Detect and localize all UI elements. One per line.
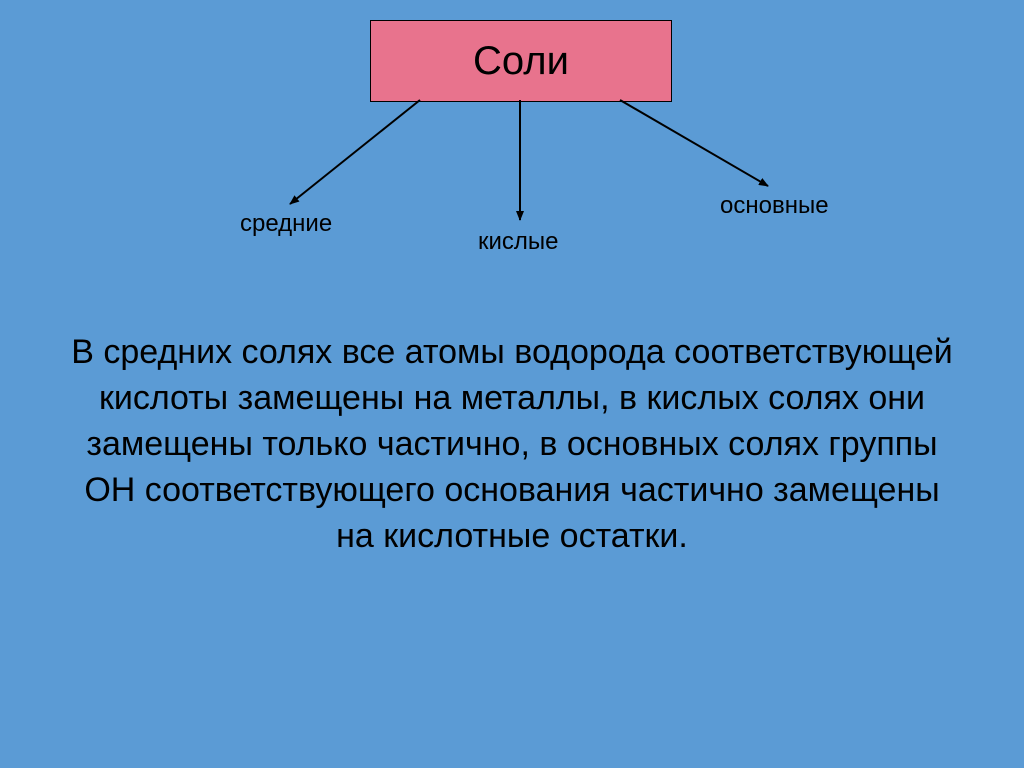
- title-text: Соли: [473, 39, 569, 84]
- branch-label-middle: кислые: [478, 228, 559, 256]
- branch-label-left-text: средние: [240, 210, 332, 237]
- body-paragraph-text: В средних солях все атомы водорода соотв…: [71, 333, 952, 555]
- branch-label-right-text: основные: [720, 192, 829, 219]
- branch-label-right: основные: [720, 192, 829, 220]
- slide: Соли средние кислые основные В средних с…: [0, 0, 1024, 768]
- arrow-left: [290, 100, 420, 204]
- title-box: Соли: [370, 20, 672, 102]
- body-paragraph: В средних солях все атомы водорода соотв…: [70, 330, 954, 559]
- branch-label-left: средние: [240, 210, 332, 238]
- branch-label-middle-text: кислые: [478, 228, 559, 255]
- arrow-right: [620, 100, 768, 186]
